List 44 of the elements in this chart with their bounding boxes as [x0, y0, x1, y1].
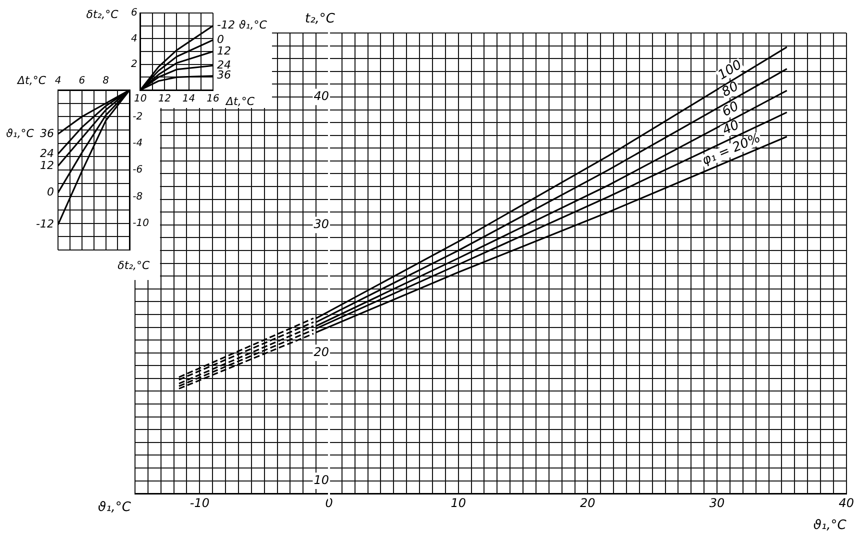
series-label: 24 [40, 146, 54, 160]
x-axis-title: Δt,°C [225, 94, 255, 108]
x-tick-label: 30 [709, 496, 726, 510]
text: 80 [719, 79, 742, 100]
text: ϑ₁,°C [98, 500, 132, 515]
series-label: -12 [217, 18, 235, 32]
y-axis-title: δt₂,°C [118, 258, 150, 272]
x-axis-title: ϑ₁,°C [813, 518, 848, 533]
text: 40 [720, 118, 742, 138]
y-tick-label: 6 [130, 8, 138, 19]
x-tick-label: 40 [838, 496, 854, 510]
y-tick-label: 4 [130, 33, 138, 44]
y-tick-label: 30 [314, 217, 330, 232]
x-tick-label: 10 [450, 496, 466, 510]
series-label: 12 [40, 158, 54, 172]
y-tick-label: 10 [314, 472, 330, 487]
series-label: 12 [217, 44, 231, 58]
y-tick-label: -4 [132, 138, 143, 149]
y-tick-label: 20 [314, 344, 330, 359]
x-tick-label: -10 [190, 496, 210, 510]
x-tick-label: 20 [580, 496, 596, 510]
series-label: -12 [36, 218, 54, 231]
series-label: 0 [47, 186, 54, 199]
legend-title: ϑ₁,°C [6, 126, 34, 140]
legend-title: ϑ₁,°C [239, 18, 268, 32]
series-label: 36 [40, 126, 54, 140]
y-axis-title: t₂,°C [304, 11, 336, 26]
series-label: 24 [217, 58, 231, 72]
y-tick-label: -10 [132, 218, 150, 229]
x-tick-label: 4 [54, 76, 62, 87]
y-axis-title: δt₂,°C [86, 8, 119, 21]
y-tick-label: -2 [132, 111, 143, 122]
x-tick-label: 16 [206, 94, 220, 105]
y-tick-label: 2 [130, 58, 138, 70]
x-tick-label: 12 [158, 94, 171, 105]
x-tick-label: 14 [182, 94, 196, 105]
series-label: 0 [217, 32, 224, 46]
y-tick-label: -6 [132, 164, 143, 176]
text: 60 [720, 99, 742, 120]
x-tick-label: 8 [102, 76, 109, 87]
y-tick-label: -8 [132, 191, 143, 202]
x-tick-label: 6 [78, 76, 86, 87]
x-axis-title: Δt,°C [16, 74, 46, 87]
series-label: 36 [217, 68, 231, 82]
